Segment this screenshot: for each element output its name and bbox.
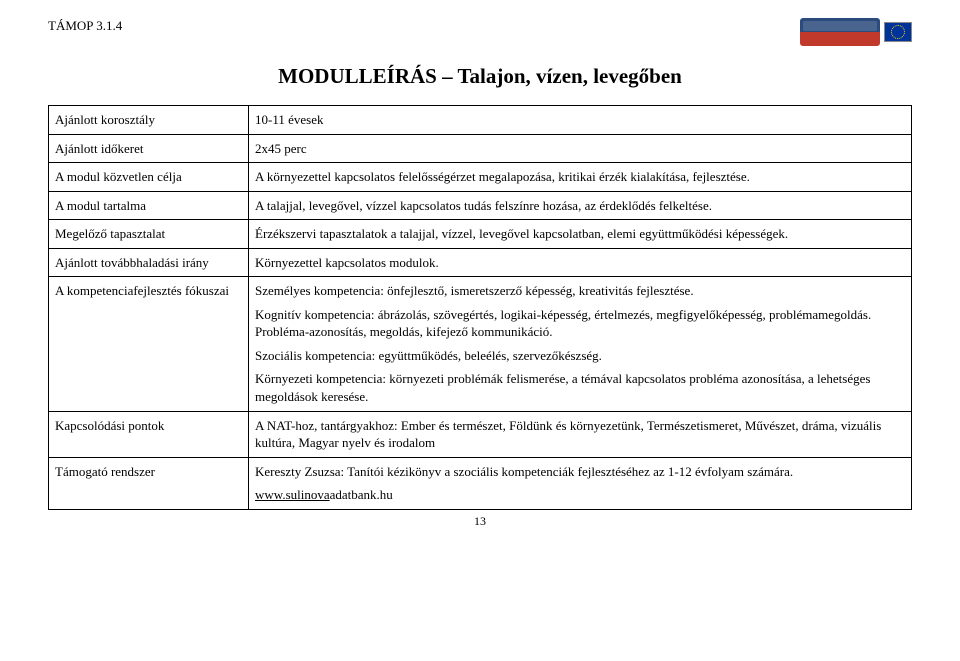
row-label: A kompetenciafejlesztés fókuszai <box>49 277 249 411</box>
table-row: Támogató rendszer Kereszty Zsuzsa: Tanít… <box>49 457 912 509</box>
row-label: Ajánlott korosztály <box>49 106 249 135</box>
row-label: Megelőző tapasztalat <box>49 220 249 249</box>
header-logos <box>800 18 912 46</box>
row-label: Ajánlott továbbhaladási irány <box>49 248 249 277</box>
program-code: TÁMOP 3.1.4 <box>48 18 122 34</box>
row-label: Ajánlott időkeret <box>49 134 249 163</box>
document-title: MODULLEÍRÁS – Talajon, vízen, levegőben <box>48 64 912 89</box>
row-value: Kereszty Zsuzsa: Tanítói kézikönyv a szo… <box>249 457 912 509</box>
page-header: TÁMOP 3.1.4 <box>48 18 912 46</box>
support-link[interactable]: www.sulinova <box>255 487 330 502</box>
table-row: A modul közvetlen célja A környezettel k… <box>49 163 912 192</box>
row-label: A modul közvetlen célja <box>49 163 249 192</box>
support-link-line: www.sulinovaadatbank.hu <box>255 486 905 504</box>
table-row: Kapcsolódási pontok A NAT-hoz, tantárgya… <box>49 411 912 457</box>
module-description-table: Ajánlott korosztály 10-11 évesek Ajánlot… <box>48 105 912 510</box>
page-number: 13 <box>48 514 912 529</box>
row-value: Személyes kompetencia: önfejlesztő, isme… <box>249 277 912 411</box>
competence-paragraph: Személyes kompetencia: önfejlesztő, isme… <box>255 282 905 300</box>
row-value: Érzékszervi tapasztalatok a talajjal, ví… <box>249 220 912 249</box>
table-row: Ajánlott időkeret 2x45 perc <box>49 134 912 163</box>
support-text: Kereszty Zsuzsa: Tanítói kézikönyv a szo… <box>255 463 905 481</box>
table-row: Ajánlott korosztály 10-11 évesek <box>49 106 912 135</box>
row-value: A NAT-hoz, tantárgyakhoz: Ember és termé… <box>249 411 912 457</box>
row-value: Környezettel kapcsolatos modulok. <box>249 248 912 277</box>
row-label: Kapcsolódási pontok <box>49 411 249 457</box>
row-value: 10-11 évesek <box>249 106 912 135</box>
table-row: Megelőző tapasztalat Érzékszervi tapaszt… <box>49 220 912 249</box>
eu-flag-icon <box>884 22 912 42</box>
competence-paragraph: Környezeti kompetencia: környezeti probl… <box>255 370 905 405</box>
row-value: 2x45 perc <box>249 134 912 163</box>
row-value: A talajjal, levegővel, vízzel kapcsolato… <box>249 191 912 220</box>
support-link-suffix: adatbank.hu <box>330 487 393 502</box>
row-label: Támogató rendszer <box>49 457 249 509</box>
table-row: A modul tartalma A talajjal, levegővel, … <box>49 191 912 220</box>
new-hungary-logo <box>800 18 880 46</box>
table-row: A kompetenciafejlesztés fókuszai Személy… <box>49 277 912 411</box>
competence-paragraph: Szociális kompetencia: együttműködés, be… <box>255 347 905 365</box>
table-row: Ajánlott továbbhaladási irány Környezett… <box>49 248 912 277</box>
row-value: A környezettel kapcsolatos felelősségérz… <box>249 163 912 192</box>
row-label: A modul tartalma <box>49 191 249 220</box>
competence-paragraph: Kognitív kompetencia: ábrázolás, szövegé… <box>255 306 905 341</box>
